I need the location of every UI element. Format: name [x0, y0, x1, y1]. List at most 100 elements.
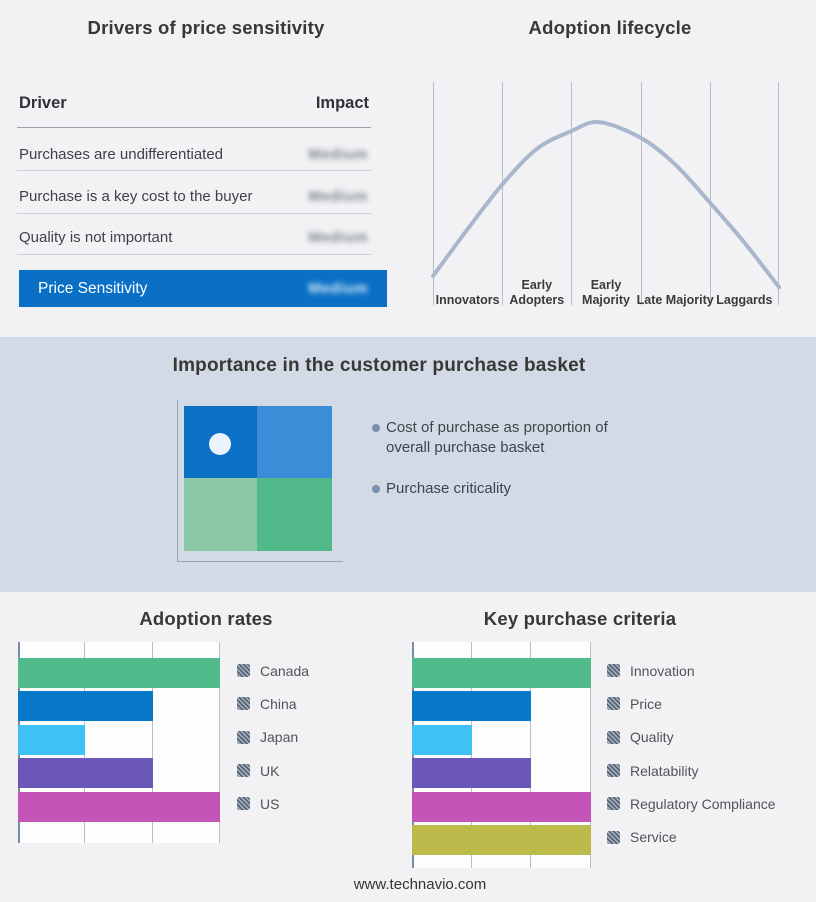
- legend-item: Regulatory Compliance: [607, 787, 776, 820]
- legend-swatch-icon: [607, 797, 620, 811]
- lifecycle-stage-label: Laggards: [716, 293, 773, 307]
- gridline: [530, 642, 532, 868]
- legend-swatch-icon: [607, 664, 620, 678]
- bullet-icon: [372, 424, 380, 432]
- legend-item: US: [237, 787, 309, 820]
- bar-service: [412, 825, 591, 855]
- lifecycle-panel-title: Adoption lifecycle: [528, 17, 692, 38]
- key-purchase-criteria-title: Key purchase criteria: [483, 608, 677, 629]
- impact-cell-obscured: Medium: [308, 229, 368, 246]
- bar-quality: [412, 724, 472, 755]
- quadrant-marker-dot: [209, 433, 231, 455]
- purchase-basket-band: [0, 337, 816, 592]
- bar-canada: [18, 658, 220, 688]
- table-divider: [17, 170, 371, 171]
- legend-swatch-icon: [237, 730, 250, 744]
- legend-label: US: [260, 795, 280, 812]
- legend-label: China: [260, 695, 297, 712]
- legend-item: Japan: [237, 721, 309, 754]
- legend-item: Service: [607, 820, 776, 853]
- impact-cell-obscured: Medium: [308, 188, 368, 205]
- legend-item: Quality: [607, 721, 776, 754]
- basket-bullet-item: Purchase criticality: [386, 480, 512, 497]
- bar-japan: [18, 724, 86, 755]
- legend-item: Innovation: [607, 654, 776, 687]
- gridline: [151, 642, 153, 843]
- gridline: [640, 82, 642, 305]
- adoption-rates-legend: Canada China Japan UK US: [237, 654, 309, 820]
- driver-column-header: Driver: [19, 94, 67, 112]
- gridline: [219, 642, 220, 843]
- drivers-panel-title: Drivers of price sensitivity: [87, 17, 325, 38]
- driver-cell: Quality is not important: [19, 229, 173, 246]
- lifecycle-stage-label: Early Majority: [582, 278, 630, 307]
- lifecycle-stage-label: Late Majority: [636, 293, 714, 307]
- legend-label: Regulatory Compliance: [630, 795, 776, 812]
- quadrant-top-right: [257, 406, 332, 478]
- lifecycle-stage-label: Early Adopters: [509, 278, 565, 307]
- gridline: [470, 642, 472, 868]
- gridline: [433, 82, 434, 305]
- legend-swatch-icon: [607, 764, 620, 778]
- price-sensitivity-label: Price Sensitivity: [38, 279, 148, 297]
- gridline: [502, 82, 504, 305]
- key-purchase-criteria-legend: Innovation Price Quality Relatability Regula…: [607, 654, 776, 854]
- lifecycle-stage-label: Innovators: [435, 293, 500, 307]
- legend-swatch-icon: [607, 730, 620, 744]
- gridline: [571, 82, 573, 305]
- legend-swatch-icon: [607, 830, 620, 844]
- legend-item: UK: [237, 754, 309, 787]
- table-divider: [17, 212, 371, 214]
- price-sensitivity-summary-row: Price Sensitivity Medium: [19, 270, 387, 307]
- legend-label: UK: [260, 762, 280, 779]
- legend-label: Relatability: [630, 762, 699, 779]
- table-divider: [17, 127, 371, 128]
- quadrant-x-axis-line: [177, 561, 343, 562]
- basket-bullet-item: Cost of purchase as proportion of overal…: [386, 419, 608, 456]
- legend-label: Price: [630, 695, 662, 712]
- key-purchase-criteria-chart: [412, 642, 591, 868]
- website-url: www.technavio.com: [353, 876, 487, 893]
- adoption-rates-title: Adoption rates: [139, 608, 273, 629]
- impact-column-header: Impact: [315, 94, 369, 112]
- legend-swatch-icon: [607, 697, 620, 711]
- bar-relatability: [412, 758, 532, 789]
- quadrant-bottom-right: [257, 478, 332, 551]
- driver-cell: Purchases are undifferentiated: [19, 146, 224, 163]
- bar-uk: [18, 758, 153, 789]
- gridline: [590, 642, 591, 868]
- table-divider: [17, 253, 371, 255]
- quadrant-bottom-left: [184, 478, 257, 551]
- adoption-curve: [431, 120, 781, 290]
- adoption-lifecycle-chart: Innovators Early Adopters Early Majority La…: [431, 82, 781, 307]
- bell-curve-path: [431, 120, 781, 290]
- impact-cell-obscured: Medium: [308, 146, 368, 163]
- bar-regulatory-compliance: [412, 791, 591, 822]
- legend-label: Quality: [630, 729, 674, 746]
- table-row: Quality is not important Medium: [19, 222, 369, 253]
- adoption-rates-chart: [18, 642, 220, 843]
- bar-us: [18, 791, 220, 822]
- basket-panel-title: Importance in the customer purchase bask…: [172, 355, 586, 376]
- impact-cell-obscured: Medium: [308, 280, 368, 297]
- legend-item: Canada: [237, 654, 309, 687]
- bullet-icon: [372, 485, 380, 493]
- bar-china: [18, 691, 153, 722]
- legend-swatch-icon: [237, 697, 250, 711]
- driver-cell: Purchase is a key cost to the buyer: [19, 188, 253, 205]
- legend-item: China: [237, 687, 309, 720]
- legend-label: Canada: [260, 662, 310, 679]
- legend-label: Service: [630, 829, 677, 846]
- drivers-table-header: Driver Impact: [19, 94, 369, 120]
- quadrant-y-axis-line: [177, 400, 178, 562]
- legend-swatch-icon: [237, 797, 250, 811]
- legend-label: Japan: [260, 729, 299, 746]
- legend-label: Innovation: [630, 662, 695, 679]
- bar-price: [412, 691, 532, 722]
- legend-swatch-icon: [237, 764, 250, 778]
- legend-swatch-icon: [237, 664, 250, 678]
- y-axis-line: [412, 642, 414, 868]
- table-row: Purchases are undifferentiated Medium: [19, 139, 369, 170]
- bar-innovation: [412, 658, 591, 688]
